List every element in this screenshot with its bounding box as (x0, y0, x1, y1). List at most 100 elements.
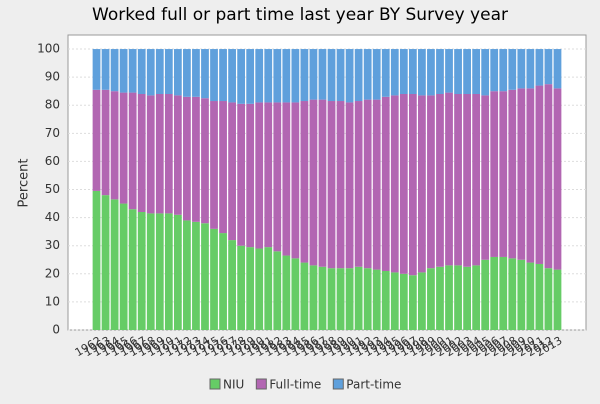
y-tick-label: 100 (37, 42, 60, 56)
bar-segment (345, 49, 354, 103)
bar-segment (173, 214, 182, 330)
legend-swatch (255, 378, 267, 390)
bar-segment (535, 85, 544, 264)
bar-segment (210, 49, 218, 102)
bar-segment (309, 265, 318, 330)
bar-segment (408, 275, 417, 330)
bar-segment (381, 271, 390, 330)
bar-segment (354, 49, 363, 102)
bar-segment (255, 248, 264, 330)
bar-segment (454, 49, 462, 94)
bar-segment (228, 240, 236, 330)
bar-segment (363, 49, 372, 100)
bar-segment (445, 92, 453, 266)
bar-segment (544, 84, 553, 269)
bar-segment (336, 101, 345, 269)
bar-segment (490, 91, 499, 257)
bar-segment (427, 268, 435, 330)
bar-segment (499, 91, 508, 257)
bar-segment (101, 89, 110, 196)
bar-segment (427, 49, 435, 96)
bar-segment (517, 88, 526, 260)
y-axis-label: Percent (17, 159, 32, 208)
y-tick-label: 30 (45, 238, 60, 252)
bar-segment (454, 94, 462, 266)
bar-segment (183, 220, 191, 330)
bar-segment (110, 91, 119, 200)
y-tick-label: 70 (45, 126, 60, 140)
bar-segment (526, 262, 535, 330)
bar-segment (273, 49, 282, 103)
bar-segment (92, 190, 101, 330)
bar-segment (535, 49, 544, 86)
bar-segment (246, 49, 255, 104)
bar-segment (201, 49, 209, 99)
bar-segment (201, 98, 209, 224)
bar-segment (273, 251, 282, 330)
bar-segment (146, 49, 155, 96)
bar-segment (490, 256, 499, 330)
bar-segment (318, 99, 327, 267)
bar-segment (183, 49, 191, 97)
bar-segment (472, 49, 481, 94)
y-tick-label: 40 (45, 210, 60, 224)
bar-segment (499, 256, 508, 330)
bar-segment (309, 49, 318, 100)
bar-segment (526, 88, 535, 263)
bar-segment (318, 49, 327, 100)
bar-segment (119, 92, 128, 204)
bar-segment (273, 102, 282, 252)
bar-segment (508, 89, 517, 259)
bar-segment (390, 95, 399, 273)
legend-label: Part-time (346, 378, 401, 392)
bar-segment (463, 49, 471, 94)
bar-segment (463, 94, 471, 267)
bar-segment (490, 49, 499, 92)
bar-segment (183, 96, 191, 221)
bar-segment (264, 49, 273, 103)
bar-segment (219, 101, 227, 234)
y-tick-label: 60 (45, 154, 60, 168)
bar-segment (454, 265, 462, 330)
bar-segment (399, 49, 408, 94)
bar-segment (327, 49, 336, 102)
bar-segment (381, 49, 390, 97)
bar-segment (228, 102, 236, 241)
bar-segment (237, 245, 246, 330)
y-tick-label: 0 (52, 323, 60, 337)
bar-segment (246, 103, 255, 248)
bar-segment (219, 233, 227, 330)
bar-segment (237, 103, 246, 246)
bar-segment (499, 49, 508, 92)
bar-segment (255, 49, 264, 103)
bar-segment (463, 266, 471, 330)
bar-segment (445, 265, 453, 330)
bar-segment (255, 102, 264, 249)
bar-segment (354, 101, 363, 267)
y-tick-label: 20 (45, 266, 60, 280)
bar-segment (526, 49, 535, 89)
legend-swatch (209, 378, 221, 390)
bar-segment (427, 95, 435, 269)
bar-segment (508, 49, 517, 90)
bar-segment (137, 212, 146, 330)
y-tick-label: 90 (45, 70, 60, 84)
bar-segment (553, 269, 562, 330)
bar-segment (336, 268, 345, 330)
bar-segment (146, 213, 155, 330)
bar-segment (508, 258, 517, 330)
bar-segment (92, 49, 101, 90)
bar-segment (535, 263, 544, 330)
bar-segment (399, 94, 408, 274)
chart-title: Worked full or part time last year BY Su… (92, 5, 508, 25)
bar-segment (173, 49, 182, 96)
bar-segment (128, 209, 137, 330)
bar-segment (481, 49, 490, 96)
legend-swatch (332, 378, 344, 390)
bar-segment (119, 203, 128, 330)
bar-segment (390, 272, 399, 330)
bar-segment (553, 88, 562, 270)
legend-label: Full-time (269, 378, 321, 392)
bar-segment (146, 95, 155, 214)
